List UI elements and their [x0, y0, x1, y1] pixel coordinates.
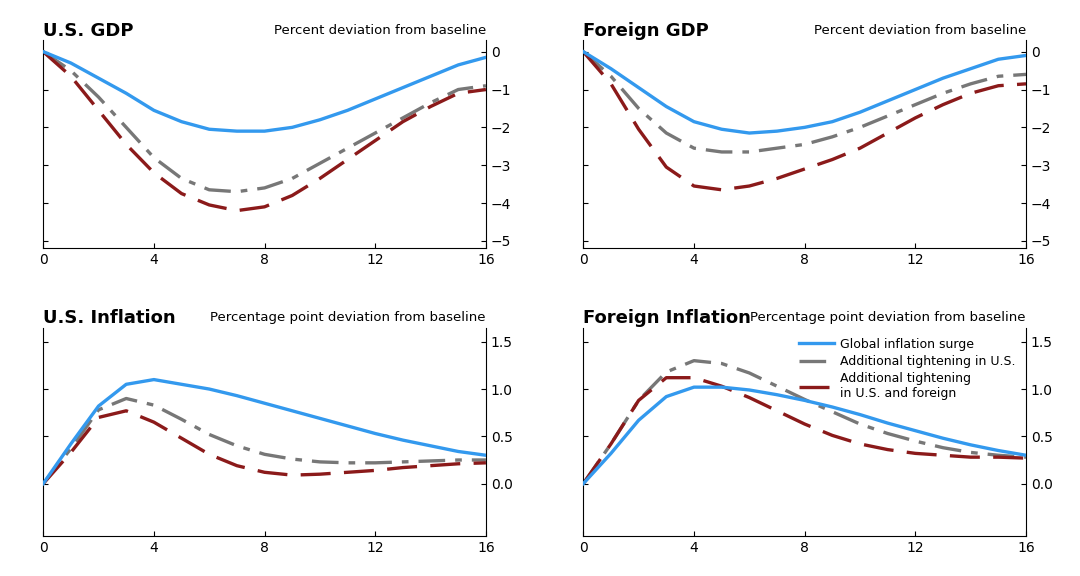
Text: Foreign Inflation: Foreign Inflation [583, 309, 752, 327]
Text: U.S. GDP: U.S. GDP [43, 22, 134, 40]
Text: Percent deviation from baseline: Percent deviation from baseline [813, 24, 1026, 37]
Text: Percentage point deviation from baseline: Percentage point deviation from baseline [211, 312, 486, 324]
Legend: Global inflation surge, Additional tightening in U.S., Additional tightening
in : Global inflation surge, Additional tight… [796, 334, 1020, 404]
Text: Foreign GDP: Foreign GDP [583, 22, 710, 40]
Text: Percent deviation from baseline: Percent deviation from baseline [273, 24, 486, 37]
Text: U.S. Inflation: U.S. Inflation [43, 309, 176, 327]
Text: Percentage point deviation from baseline: Percentage point deviation from baseline [751, 312, 1026, 324]
